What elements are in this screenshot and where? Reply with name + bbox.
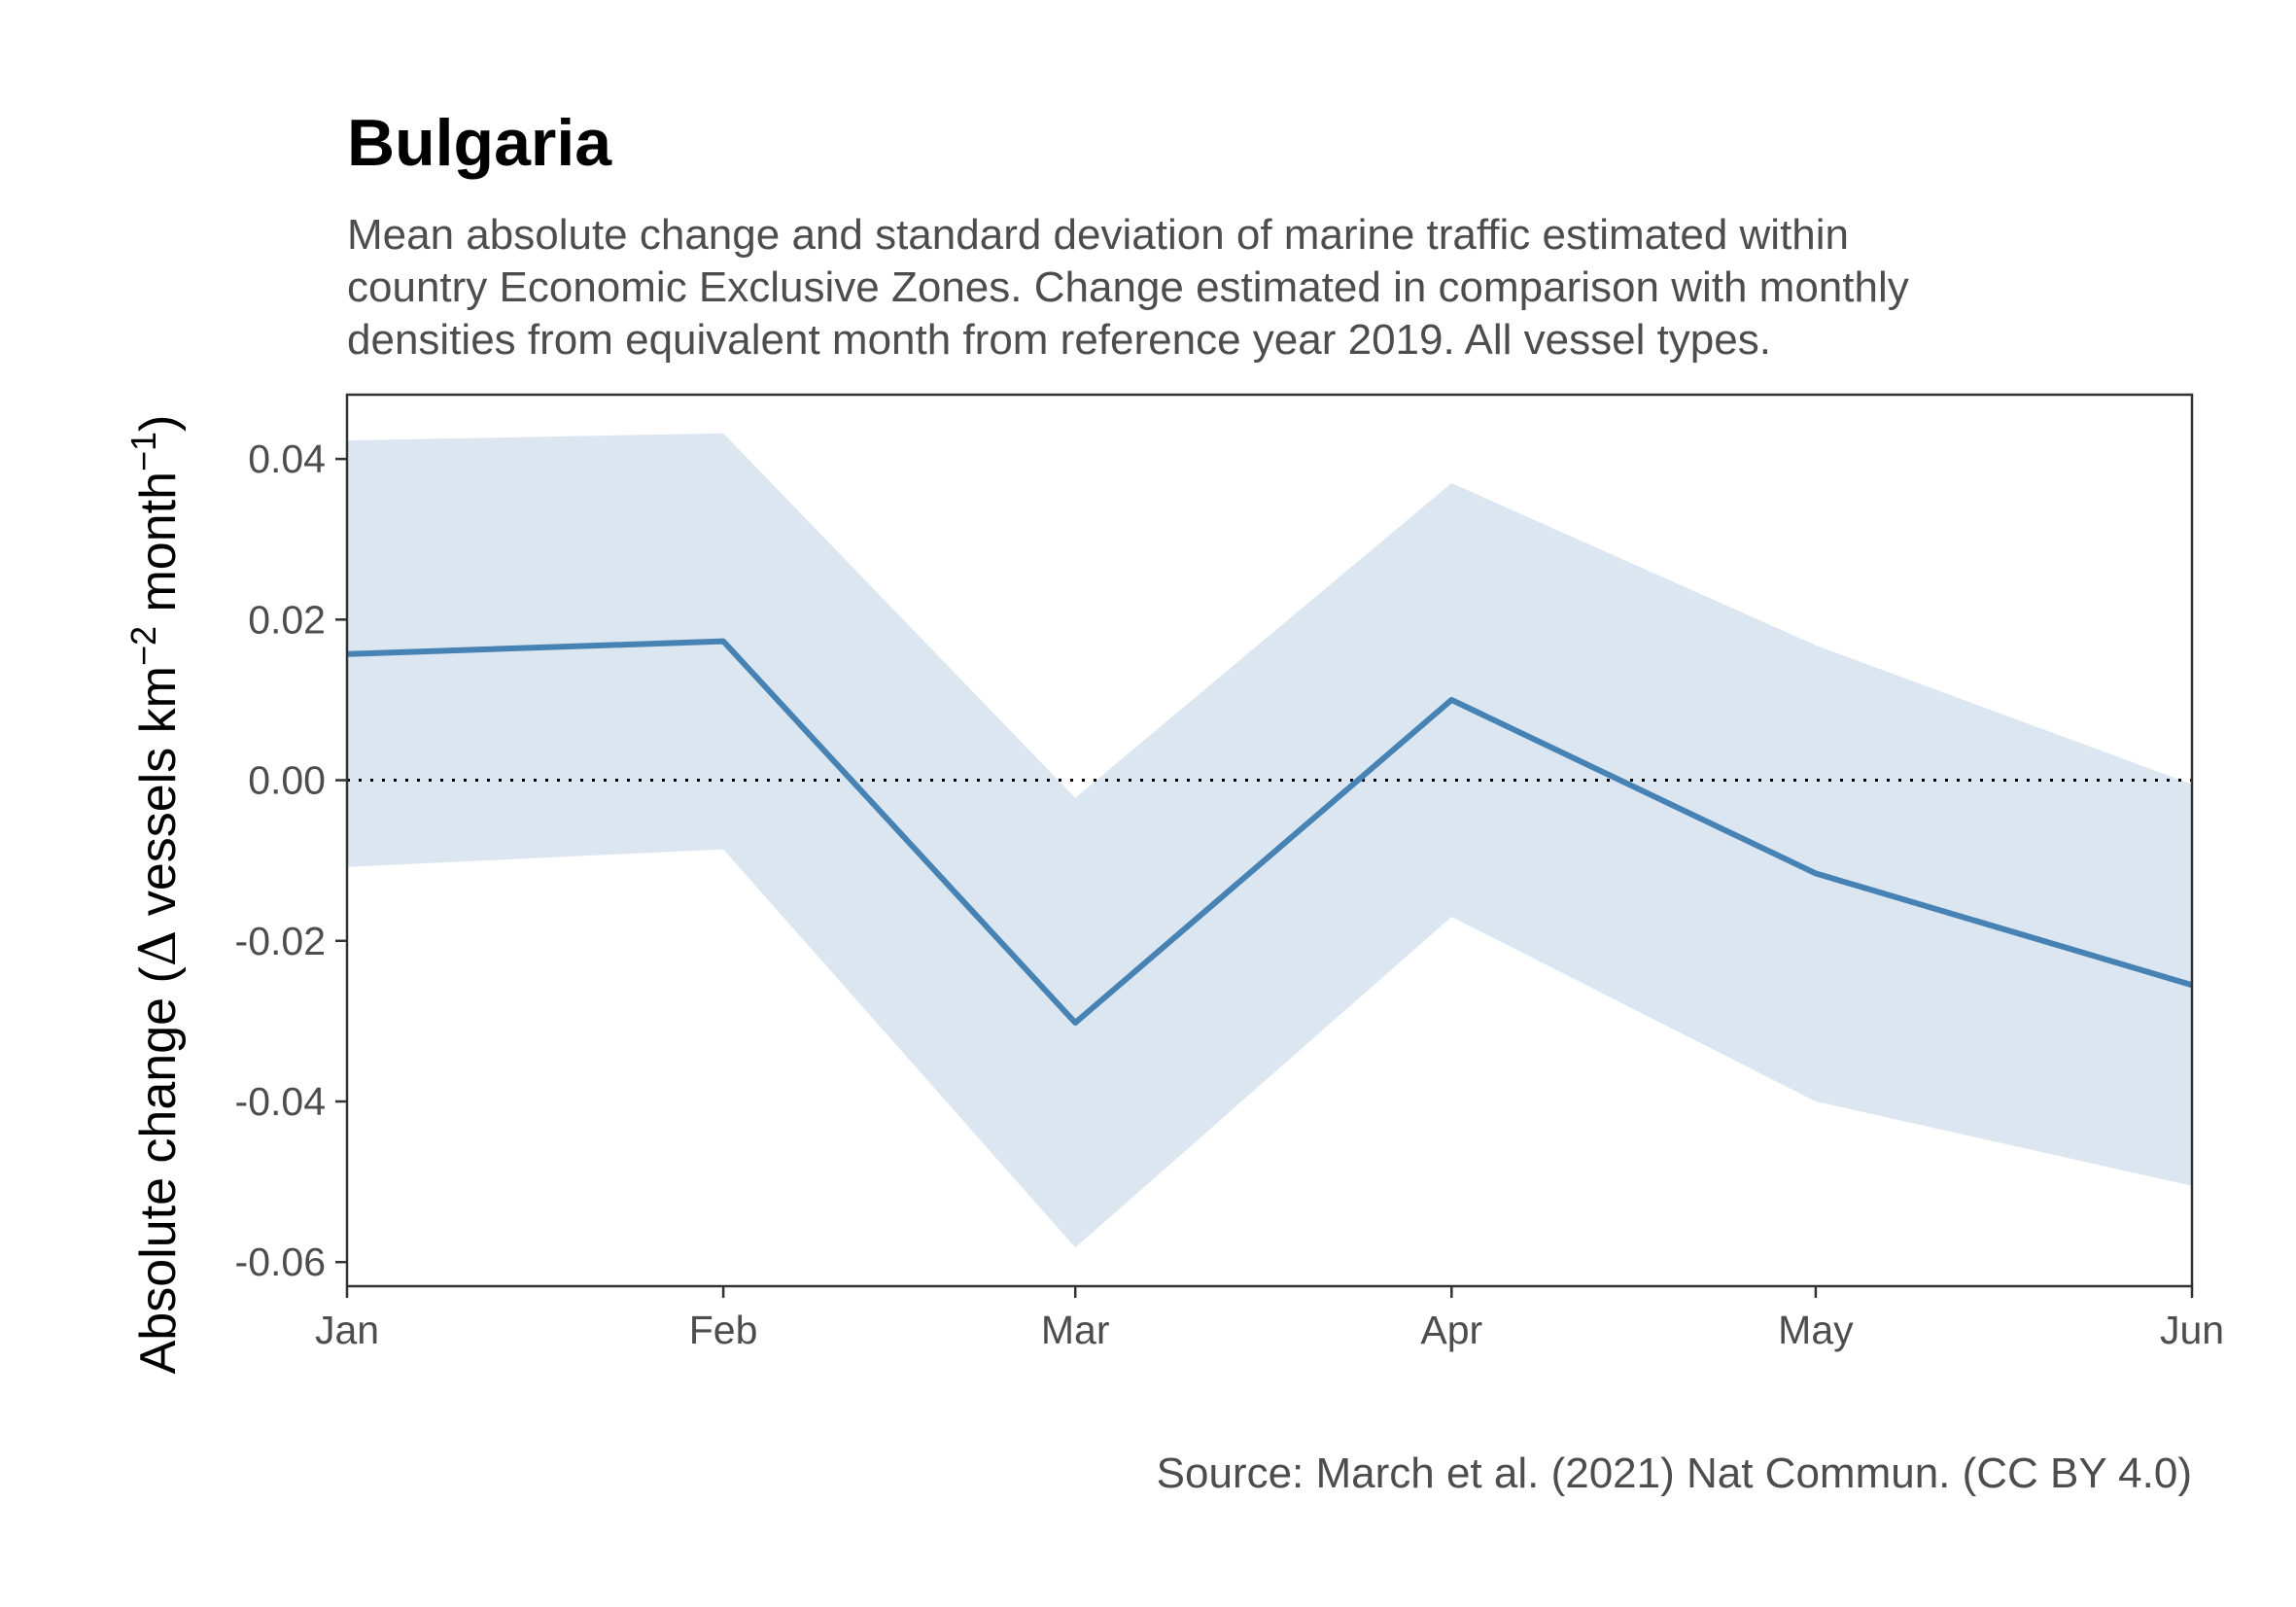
x-axis: Jan Feb Mar Apr May Jun <box>315 1286 2224 1352</box>
y-tick-label: -0.02 <box>235 919 326 963</box>
y-tick-label: -0.04 <box>235 1079 326 1124</box>
y-axis: 0.04 0.02 0.00 -0.02 -0.04 -0.06 <box>235 437 347 1284</box>
chart-subtitle-line-1: Mean absolute change and standard deviat… <box>347 211 1849 259</box>
y-tick-label: -0.06 <box>235 1240 326 1284</box>
source-caption: Source: March et al. (2021) Nat Commun. … <box>1157 1450 2192 1497</box>
y-label-delta: Δ <box>129 930 188 967</box>
y-label-sup-1: −2 <box>123 626 163 666</box>
std-dev-band <box>347 433 2192 1248</box>
y-label-main-1: vessels km <box>130 666 187 930</box>
y-tick-label: 0.00 <box>248 758 326 803</box>
x-tick-label: Feb <box>689 1308 758 1352</box>
y-label-suffix: ) <box>130 415 187 432</box>
x-tick-label: Jun <box>2160 1308 2224 1352</box>
y-axis-label: Absolute change (Δ vessels km−2 month−1) <box>123 415 189 1375</box>
chart-title: Bulgaria <box>347 106 612 180</box>
plot-area <box>345 393 2194 1288</box>
chart-subtitle-line-3: densities from equivalent month from ref… <box>347 316 1771 364</box>
y-tick-label: 0.04 <box>248 437 326 481</box>
x-tick-label: Mar <box>1041 1308 1110 1352</box>
y-label-main-2: month <box>130 472 187 626</box>
x-tick-label: May <box>1778 1308 1854 1352</box>
y-tick-label: 0.02 <box>248 597 326 642</box>
y-label-sup-2: −1 <box>123 432 163 472</box>
x-tick-label: Jan <box>315 1308 379 1352</box>
x-tick-label: Apr <box>1420 1308 1482 1352</box>
chart-subtitle-line-2: country Economic Exclusive Zones. Change… <box>347 263 1909 311</box>
mean-change-line <box>346 638 2193 1026</box>
panel-border <box>345 393 2194 1288</box>
y-label-prefix: Absolute change ( <box>130 966 187 1375</box>
